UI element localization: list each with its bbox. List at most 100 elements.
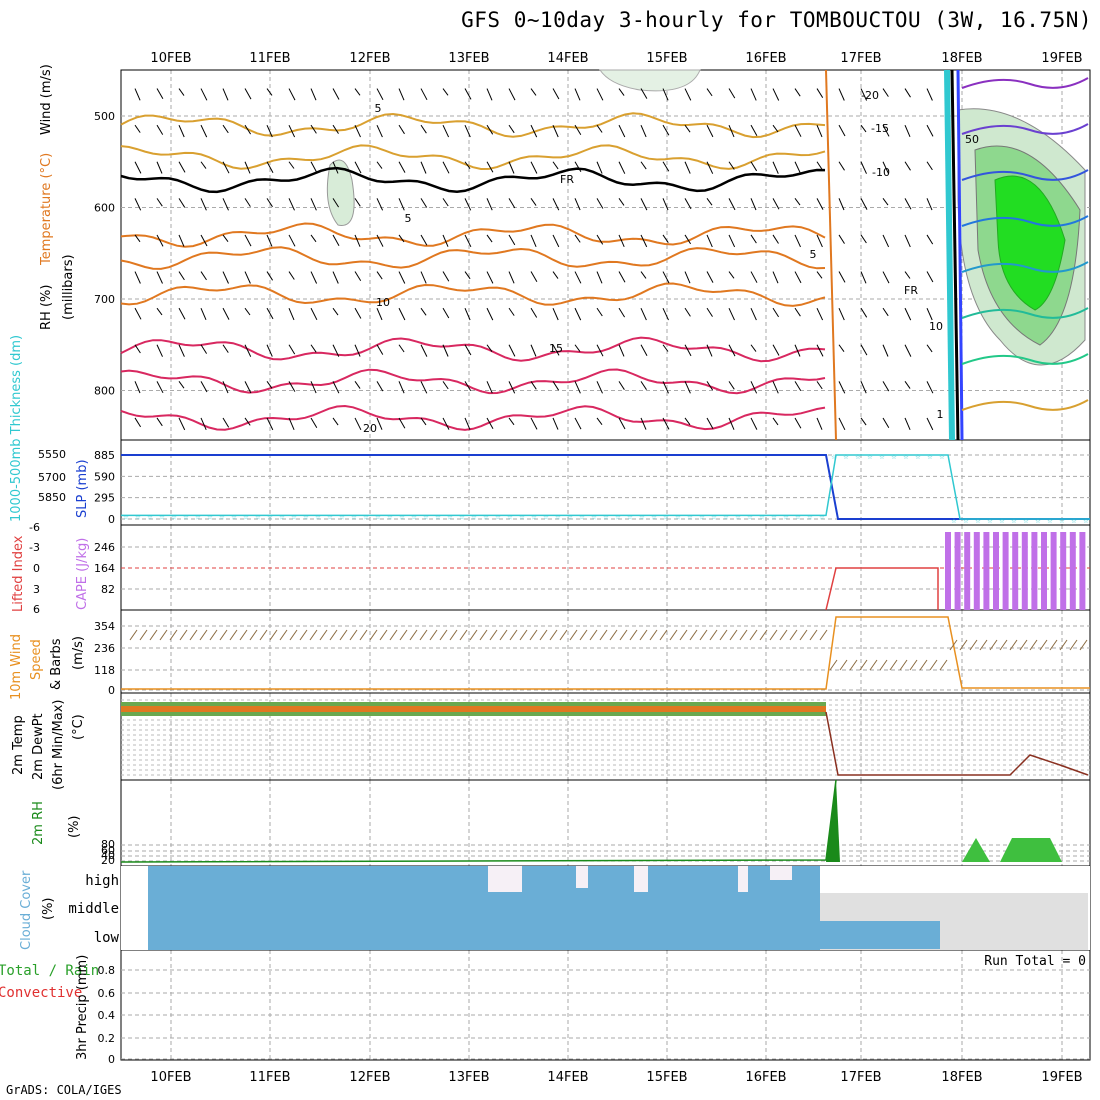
wind-barb [882,307,889,317]
wind-barb [508,198,516,209]
wind-barb [794,161,802,174]
wind-barb [464,271,471,280]
contour-label: 5 [405,212,412,225]
wind-barb [662,88,669,101]
contour-label: 5 [810,248,817,261]
thickness-marker: ☆ [819,512,825,522]
cold-contour [961,169,1089,181]
thickness-marker: ☆ [951,516,957,526]
wind-barb [310,344,317,353]
date-label-top: 16FEB [745,51,786,66]
wind-barb [706,417,714,429]
wind-barb [552,381,560,391]
wind-barb [706,124,714,138]
surface-wind-barb [989,639,998,651]
thickness-marker: ☆ [423,512,429,522]
thickness-marker: ☆ [483,512,489,522]
wind-barb [926,88,933,101]
surface-wind-barb [929,659,938,671]
surface-wind-barb [829,659,838,671]
wind-barb [178,344,185,357]
wind-barb [442,417,450,430]
thickness-marker: ☆ [1023,516,1029,526]
wind-barb [530,234,537,247]
wind-barb [420,417,427,426]
wind-barb [596,124,603,133]
wind-barb [618,271,626,283]
wind-barb [662,344,669,352]
wind-barb [662,381,669,394]
cape-tick: 164 [94,562,115,575]
thickness-marker: ☆ [735,512,741,522]
wind-barb [222,381,229,394]
wind-barb [464,344,472,356]
thickness-marker: ☆ [939,452,945,462]
wind-barb [178,307,186,320]
surface-wind-barb [729,629,738,641]
wind-barb [882,381,890,392]
surface-wind-barb [289,629,298,641]
surface-wind-barb [229,629,238,641]
thickness-tick: 5550 [38,448,66,461]
temperature-contour [120,246,826,270]
wind-barb [926,417,934,431]
wind-barb [574,161,582,172]
wind-barb [794,198,801,206]
surface-wind-barb [209,629,218,641]
surface-wind-barb [779,629,788,641]
wind-barb [838,271,846,283]
thickness-marker: ☆ [531,512,537,522]
wind-barb [266,198,273,208]
thickness-marker: ☆ [219,512,225,522]
thickness-marker: ☆ [927,452,933,462]
surface-wind-barb [559,629,568,641]
wind-barb [200,344,208,354]
pressure-tick: 600 [94,202,115,215]
wind-barb [816,381,823,390]
surface-wind-barb [959,639,968,651]
surface-wind-barb [649,629,658,641]
surface-wind-barb [669,629,678,641]
surface-wind-barb [789,629,798,641]
thickness-tick: 5700 [38,471,66,484]
wind-barb [244,124,252,135]
surface-wind-barb [659,629,668,641]
wind-barb [574,124,582,136]
thickness-marker: ☆ [147,512,153,522]
thickness-marker: ☆ [963,516,969,526]
thickness-marker: ☆ [843,452,849,462]
slp-tick: 590 [94,470,115,483]
thickness-marker: ☆ [339,512,345,522]
wind-barb [156,307,163,316]
temp2m-axis-label: (6hr Min/Max) [51,700,66,790]
wind-barb [728,417,735,430]
precip-axis-label: 3hr Precip (mm) [75,955,90,1060]
wind-barb [178,198,186,208]
wind-barb [288,381,296,392]
surface-wind-barb [469,629,478,641]
wind-barb [266,271,274,281]
cape-bar [964,532,971,610]
surface-wind-barb [369,629,378,641]
wind-barb [398,88,405,101]
precip-tick: 0 [108,1053,115,1066]
wind-barb [420,344,428,357]
wind-barb [574,344,581,352]
thickness-marker: ☆ [1071,516,1077,526]
wind-barb [618,417,626,430]
wind-barb [552,124,559,138]
wind-barb [156,344,163,357]
wind-barb [552,234,560,248]
cape-bar [1012,532,1019,610]
surface-wind-barb [429,629,438,641]
wind-barb [596,271,603,284]
wind-barb [640,271,647,279]
temperature-contour [120,336,826,363]
temperature-contour [120,112,826,139]
date-label-top: 15FEB [646,51,687,66]
wind-barb [134,124,141,133]
wind-barb [464,381,472,391]
cloud-level-label: middle [68,901,119,917]
surface-wind-barb [199,629,208,641]
cold-contour [961,77,1089,89]
